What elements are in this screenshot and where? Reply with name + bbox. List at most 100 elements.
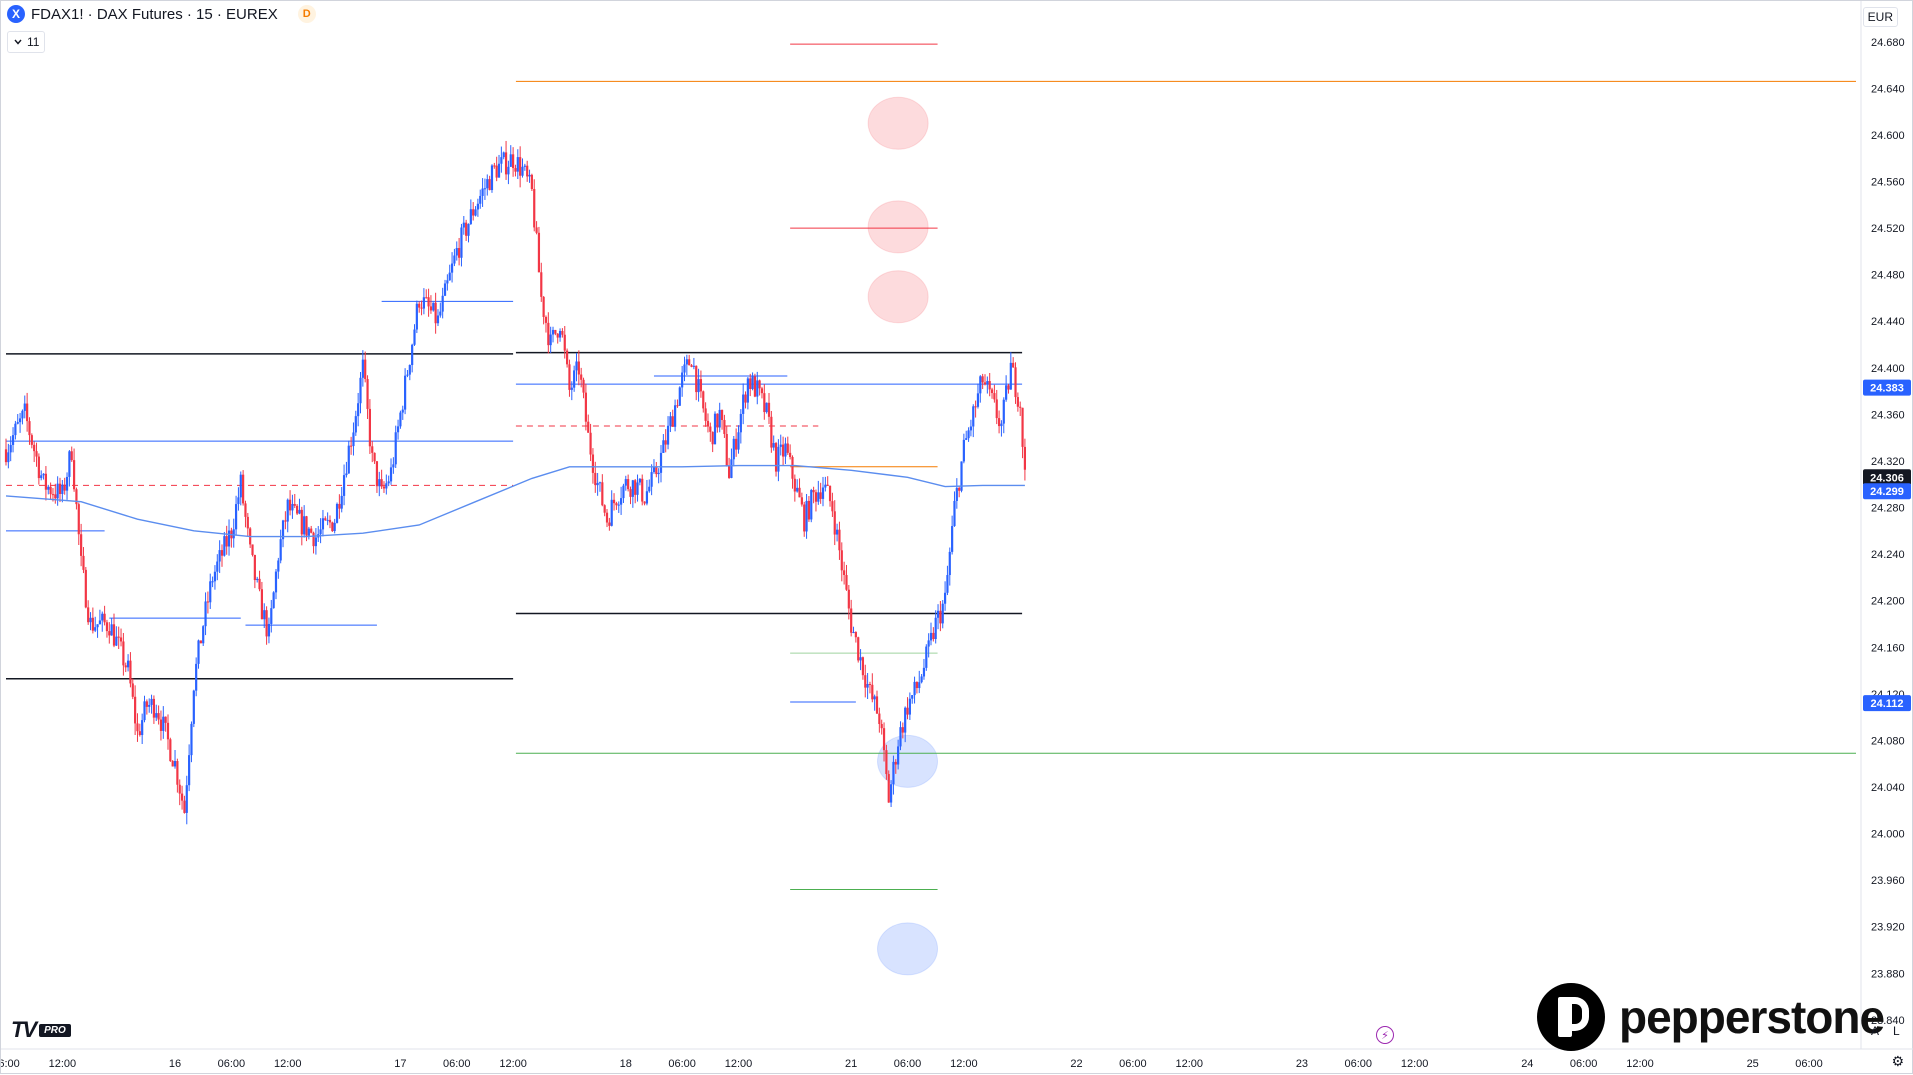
x-tick-label-21: 06:00 <box>1570 1058 1598 1070</box>
candle-body-333 <box>786 443 789 453</box>
candle-body-128 <box>305 516 308 536</box>
candle-body-89 <box>213 571 217 582</box>
candle-body-420 <box>990 389 994 394</box>
candle-body-298 <box>704 408 707 421</box>
candle-body-171 <box>406 374 409 376</box>
candle-body-359 <box>847 589 850 609</box>
candle-body-167 <box>396 426 400 433</box>
candle-body-119 <box>284 520 287 522</box>
candle-body-256 <box>605 512 609 523</box>
candle-body-121 <box>288 499 292 511</box>
candle-body-231 <box>547 322 550 346</box>
symbol-logo-icon[interactable]: X <box>7 5 25 23</box>
candle-body-368 <box>868 683 872 685</box>
candle-body-306 <box>723 419 726 434</box>
candle-body-330 <box>779 444 782 447</box>
candle-body-132 <box>314 537 317 547</box>
candle-body-318 <box>751 376 754 389</box>
tradingview-logo[interactable]: TV PRO <box>11 1017 71 1043</box>
candle-body-283 <box>669 416 672 426</box>
lightning-icon[interactable]: ⚡ <box>1376 1026 1394 1044</box>
symbol-title[interactable]: FDAX1! · DAX Futures · 15 · EUREX <box>31 5 278 23</box>
candle-body-254 <box>601 482 604 506</box>
candle-body-386 <box>911 695 914 699</box>
candle-body-324 <box>765 402 768 413</box>
candle-body-194 <box>460 227 463 258</box>
candle-body-303 <box>716 413 719 428</box>
candle-body-29 <box>72 460 76 490</box>
candle-body-265 <box>627 479 630 490</box>
candle-body-136 <box>324 518 327 521</box>
candle-body-338 <box>798 487 801 498</box>
x-tick-label-16: 12:00 <box>1175 1058 1203 1070</box>
settings-gear-icon[interactable]: ⚙ <box>1891 1053 1904 1069</box>
candle-body-149 <box>354 416 357 433</box>
candle-body-76 <box>183 800 186 813</box>
candle-body-414 <box>976 393 980 407</box>
candle-body-52 <box>126 660 130 668</box>
candle-body-247 <box>584 392 587 422</box>
candle-body-397 <box>936 610 940 618</box>
candle-body-68 <box>164 716 167 723</box>
candle-body-403 <box>951 526 954 552</box>
candle-body-313 <box>739 413 742 433</box>
candle-body-1 <box>7 452 10 463</box>
candle-body-221 <box>523 165 526 167</box>
currency-selector[interactable]: EUR <box>1862 7 1898 27</box>
candle-body-259 <box>612 499 616 504</box>
candle-body-430 <box>1014 367 1017 398</box>
candle-body-18 <box>47 486 50 490</box>
candle-body-176 <box>418 303 421 308</box>
candle-body-84 <box>202 626 205 644</box>
log-scale-button[interactable]: L <box>1893 1024 1900 1038</box>
price-label-1: 24.306 <box>1870 472 1904 484</box>
x-tick-label-14: 22 <box>1070 1058 1082 1070</box>
candle-body-341 <box>805 500 808 532</box>
candle-body-172 <box>408 364 411 375</box>
candle-body-396 <box>934 617 937 640</box>
candle-body-59 <box>143 701 146 721</box>
candle-body-418 <box>986 381 989 385</box>
candle-body-48 <box>117 636 120 638</box>
candle-body-191 <box>453 255 456 264</box>
candle-body-57 <box>138 731 141 736</box>
candle-body-374 <box>882 728 886 751</box>
candle-body-364 <box>859 657 862 661</box>
price-label-0: 24.383 <box>1870 383 1904 395</box>
candle-body-260 <box>615 503 618 506</box>
candle-body-11 <box>30 435 33 445</box>
candle-body-300 <box>709 426 712 432</box>
indicators-toggle-button[interactable]: 11 <box>7 31 46 53</box>
candle-body-148 <box>352 432 355 447</box>
candle-body-17 <box>44 473 48 490</box>
candle-body-345 <box>814 492 818 502</box>
candle-body-63 <box>152 698 156 718</box>
candle-body-407 <box>960 461 963 491</box>
candle-body-107 <box>256 578 259 581</box>
candle-body-395 <box>932 632 935 640</box>
candle-body-327 <box>772 443 775 448</box>
candle-body-314 <box>742 394 745 414</box>
candle-body-153 <box>364 359 367 380</box>
candle-body-279 <box>659 452 663 473</box>
candle-body-334 <box>789 452 792 457</box>
zone-circle-0 <box>867 96 929 150</box>
candle-body-123 <box>293 503 296 506</box>
y-tick-label-1: 24.640 <box>1871 83 1905 95</box>
candle-body-159 <box>378 479 381 487</box>
candle-body-251 <box>594 472 597 486</box>
x-tick-label-20: 24 <box>1521 1058 1533 1070</box>
candle-body-290 <box>685 359 688 365</box>
delayed-data-badge[interactable]: D <box>297 5 316 23</box>
candle-body-402 <box>948 551 951 576</box>
candle-body-181 <box>429 306 433 311</box>
candle-body-23 <box>58 483 62 495</box>
candle-body-125 <box>298 509 301 514</box>
candle-body-422 <box>995 399 998 419</box>
candle-body-275 <box>650 472 653 487</box>
candle-body-429 <box>1012 362 1015 368</box>
candle-body-384 <box>906 707 909 715</box>
auto-scale-button[interactable]: A <box>1871 1024 1880 1038</box>
candle-body-278 <box>657 472 660 475</box>
